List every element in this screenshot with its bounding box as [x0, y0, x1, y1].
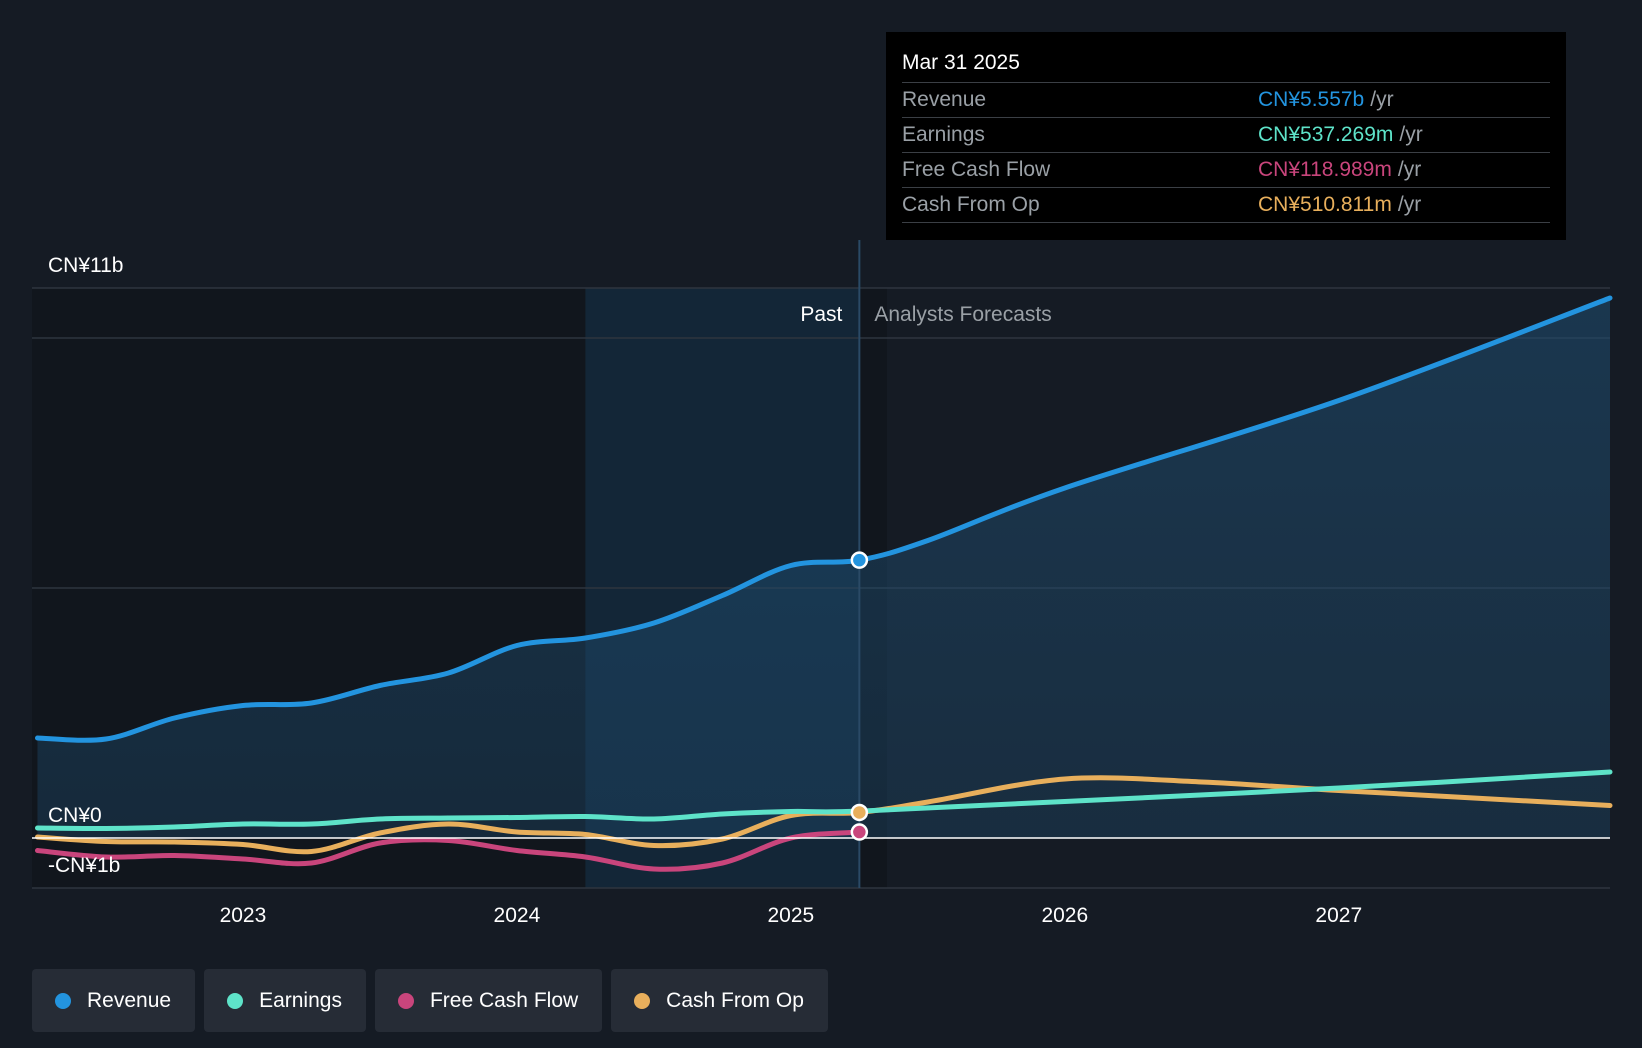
legend-item-earnings[interactable]: Earnings: [204, 969, 366, 1032]
tooltip-row-revenue: Revenue CN¥5.557b /yr: [902, 82, 1550, 117]
x-tick-label: 2026: [1041, 904, 1088, 927]
tooltip: Mar 31 2025 Revenue CN¥5.557b /yr Earnin…: [886, 32, 1566, 240]
tooltip-unit: /yr: [1370, 88, 1394, 111]
cfo-marker: [850, 803, 869, 822]
tooltip-label: Revenue: [902, 88, 987, 111]
fcf-line: [34, 829, 862, 872]
legend-item-cash-from-op[interactable]: Cash From Op: [611, 969, 828, 1032]
earnings-line: [34, 769, 1613, 832]
tooltip-value: CN¥118.989m: [1258, 158, 1392, 181]
revenue-area: [37, 298, 1611, 838]
series-lines: [32, 295, 1613, 872]
forecast-label: Analysts Forecasts: [874, 303, 1051, 326]
revenue-dot-icon: [55, 992, 71, 1009]
cash-from-op-dot-icon: [634, 992, 651, 1009]
x-tick-label: 2024: [494, 904, 541, 927]
cfo-line: [34, 775, 1613, 855]
revenue-line: [34, 295, 1613, 743]
tooltip-unit: /yr: [1397, 158, 1422, 181]
x-tick-label: 2025: [768, 904, 815, 927]
x-axis-ticks: 2023 2024 2025 2026 2027: [220, 904, 1363, 927]
legend-item-revenue[interactable]: Revenue: [32, 969, 196, 1032]
legend-label: Cash From Op: [666, 988, 804, 1012]
tooltip-value: CN¥5.557b: [1258, 88, 1365, 111]
x-tick-label: 2027: [1315, 904, 1362, 927]
y-label-top: CN¥11b: [48, 254, 124, 277]
area-fills: [37, 298, 1611, 838]
legend: Revenue Earnings Free Cash Flow Cash Fro…: [32, 969, 828, 1032]
current-markers: [850, 551, 869, 841]
tooltip-label: Free Cash Flow: [902, 158, 1051, 181]
past-label: Past: [800, 303, 842, 326]
legend-item-free-cash-flow[interactable]: Free Cash Flow: [374, 969, 603, 1032]
tooltip-date: Mar 31 2025: [902, 51, 1020, 74]
x-tick-label: 2023: [220, 904, 267, 927]
legend-label: Earnings: [259, 988, 342, 1012]
tooltip-label: Cash From Op: [902, 193, 1040, 216]
tooltip-row-cash-from-op: Cash From Op CN¥510.811m /yr: [902, 187, 1550, 223]
y-label-bottom: -CN¥1b: [48, 854, 120, 877]
legend-label: Revenue: [87, 988, 172, 1012]
tooltip-row-free-cash-flow: Free Cash Flow CN¥118.989m /yr: [902, 152, 1550, 187]
tooltip-value: CN¥510.811m: [1258, 193, 1392, 216]
fcf-marker: [850, 823, 869, 841]
y-label-zero: CN¥0: [48, 804, 102, 827]
tooltip-value: CN¥537.269m: [1258, 123, 1394, 146]
tooltip-unit: /yr: [1399, 123, 1423, 146]
tooltip-label: Earnings: [902, 123, 985, 146]
tooltip-row-earnings: Earnings CN¥537.269m /yr: [902, 117, 1550, 152]
earnings-dot-icon: [227, 992, 244, 1009]
tooltip-unit: /yr: [1397, 193, 1422, 216]
legend-label: Free Cash Flow: [429, 988, 579, 1012]
revenue-marker: [850, 551, 869, 569]
free-cash-flow-dot-icon: [397, 992, 414, 1009]
